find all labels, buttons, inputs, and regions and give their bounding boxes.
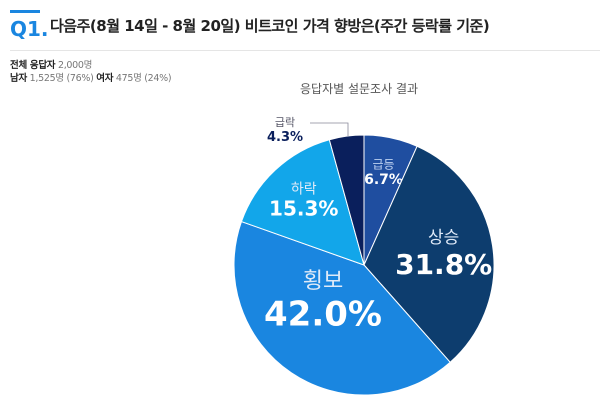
- male-value: 1,525명 (76%): [29, 73, 94, 84]
- female-label: 여자: [96, 73, 114, 84]
- pie-slice-5: [328, 134, 365, 266]
- slice-value-label: 42.0%: [264, 295, 382, 335]
- total-label: 전체 응답자: [10, 60, 56, 71]
- slice-value-label: 31.8%: [395, 248, 492, 281]
- slice-category-label: 하락: [291, 181, 317, 197]
- slice-category-label: 상승: [428, 228, 459, 248]
- slice-category-label: 횡보: [303, 269, 343, 294]
- slice-value-label: 4.3%: [267, 130, 303, 145]
- slice-category-label: 급등: [372, 158, 394, 172]
- total-value: 2,000명: [57, 60, 93, 71]
- leader-line: [310, 122, 349, 136]
- pie-slice-3: [233, 220, 451, 396]
- divider: [10, 50, 600, 51]
- question-title: 다음주(8월 14일 - 8월 20일) 비트코인 가격 향방은(주간 등락률 …: [50, 17, 490, 35]
- pie-slice-2: [363, 145, 495, 364]
- respondent-info: 전체 응답자 2,000명 남자 1,525명 (76%) 여자 475명 (2…: [10, 59, 172, 85]
- male-label: 남자: [10, 73, 27, 84]
- female-value: 475명 (24%): [115, 73, 172, 84]
- question-accent-bar: [10, 10, 40, 13]
- slice-value-label: 15.3%: [269, 196, 338, 220]
- pie-slice-4: [240, 139, 365, 266]
- slice-category-label: 급락: [275, 116, 295, 129]
- slice-value-label: 6.7%: [364, 172, 403, 188]
- chart-title: 응답자별 설문조사 결과: [300, 82, 419, 96]
- question-number: Q1.: [10, 17, 49, 41]
